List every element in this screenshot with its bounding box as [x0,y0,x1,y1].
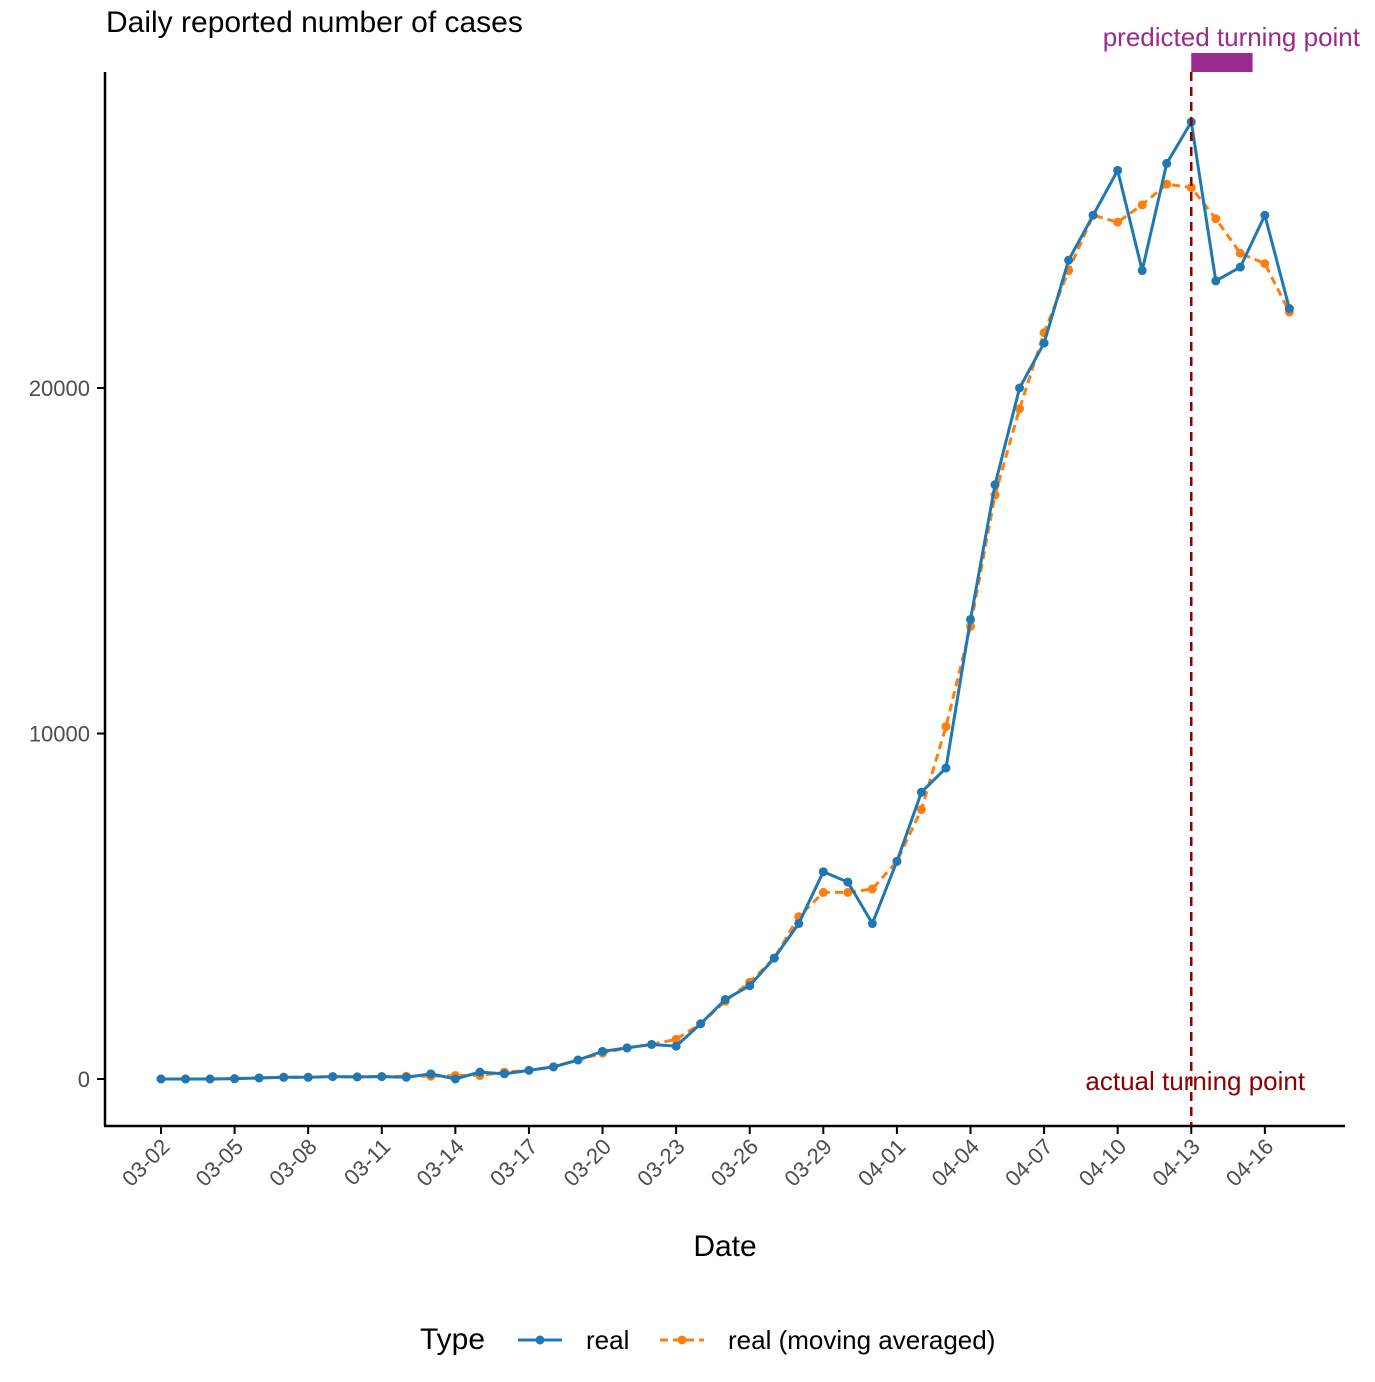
x-tick-label: 03-29 [779,1134,836,1191]
data-point-real [794,919,804,929]
data-point-real [818,867,828,877]
data-point-real-moving-averaged [1113,217,1123,227]
data-point-real [499,1069,509,1079]
legend-label-real: real [586,1325,629,1355]
data-point-real [156,1074,166,1084]
x-tick-label: 04-10 [1074,1134,1131,1191]
data-point-real [892,856,902,866]
x-tick-label: 03-17 [485,1134,542,1191]
data-point-real [622,1043,632,1053]
x-axis-ticks: 03-02 03-05 03-08 03-11 03-14 03-17 03-20 03-23… [117,1126,1278,1191]
data-point-real [1211,276,1221,286]
actual-turning-point-label: actual turning point [1085,1066,1305,1096]
data-point-real [450,1074,460,1084]
data-point-real [352,1072,362,1082]
predicted-turning-point-bar [1191,53,1253,72]
legend-title: Type [420,1323,485,1356]
data-point-real [573,1055,583,1065]
data-point-real-moving-averaged [1235,248,1245,258]
data-point-real-moving-averaged [1211,214,1221,224]
data-point-real-moving-averaged [818,887,828,897]
data-point-real [426,1069,436,1079]
predicted-turning-point-label: predicted turning point [1103,22,1361,52]
data-point-real [205,1074,215,1084]
x-tick-label: 03-26 [706,1134,763,1191]
data-point-real [1015,383,1025,393]
data-point-real [1284,304,1294,314]
data-point-real-moving-averaged [1137,200,1147,210]
x-tick-label: 03-08 [264,1134,321,1191]
data-point-real [328,1072,338,1082]
data-point-real [303,1072,313,1082]
legend-key-moving-avg-marker [677,1335,687,1345]
data-point-real [965,614,975,624]
x-tick-label: 03-20 [559,1134,616,1191]
y-tick-label: 0 [78,1067,90,1092]
series-layer [156,117,1294,1084]
legend: Type real real (moving averaged) [420,1323,995,1356]
data-point-real [1137,266,1147,276]
data-point-real [254,1073,264,1083]
data-point-real [1113,165,1123,175]
data-point-real [377,1072,387,1082]
data-point-real [1064,255,1074,265]
y-axis-ticks: 0 10000 20000 [29,376,105,1092]
data-point-real [279,1072,289,1082]
data-point-real [745,981,755,991]
data-point-real [1260,210,1270,220]
legend-label-moving-avg: real (moving averaged) [728,1325,995,1355]
data-point-real [181,1074,191,1084]
data-point-real-moving-averaged [671,1034,681,1044]
series-line-real [161,120,1291,1081]
data-point-real-moving-averaged [1260,259,1270,269]
data-point-real [401,1072,411,1082]
legend-key-real-marker [535,1335,545,1345]
series-line-real-moving-averaged [161,182,1291,1081]
x-tick-label: 03-11 [339,1134,395,1190]
x-tick-label: 03-23 [632,1134,689,1191]
data-point-real [524,1065,534,1075]
x-tick-label: 03-14 [411,1134,468,1191]
y-tick-label: 10000 [29,722,90,747]
data-point-real [1162,158,1172,168]
data-point-real-moving-averaged [1162,179,1172,189]
data-point-real [916,787,926,797]
data-point-real [941,763,951,773]
x-axis-title: Date [693,1230,756,1263]
data-point-real [598,1046,608,1056]
data-point-real [1039,338,1049,348]
x-tick-label: 04-07 [1000,1134,1057,1191]
data-point-real [1088,210,1098,220]
data-point-real [990,480,1000,490]
data-point-real-moving-averaged [916,805,926,815]
x-tick-label: 04-04 [927,1134,984,1191]
data-point-real [548,1062,558,1072]
data-point-real [475,1067,485,1077]
data-point-real-moving-averaged [843,887,853,897]
x-tick-label: 04-16 [1221,1134,1278,1191]
chart-title: Daily reported number of cases [106,6,523,39]
x-tick-label: 04-01 [853,1134,910,1191]
annotation-layer: actual turning point predicted turning po… [1085,22,1361,1126]
data-point-real [720,995,730,1005]
data-point-real [1235,262,1245,272]
data-point-real [843,877,853,887]
data-point-real-moving-averaged [867,884,877,894]
data-point-real [671,1041,681,1051]
x-tick-label: 03-05 [191,1134,248,1191]
data-point-real [769,953,779,963]
data-point-real [647,1039,657,1049]
x-tick-label: 03-02 [117,1134,174,1191]
data-point-real-moving-averaged [941,722,951,732]
y-tick-label: 20000 [29,376,90,401]
x-tick-label: 04-13 [1147,1134,1204,1191]
data-point-real [696,1019,706,1029]
data-point-real-moving-averaged [1186,183,1196,193]
data-point-real [867,919,877,929]
data-point-real [230,1074,240,1084]
data-point-real-moving-averaged [1015,404,1025,414]
